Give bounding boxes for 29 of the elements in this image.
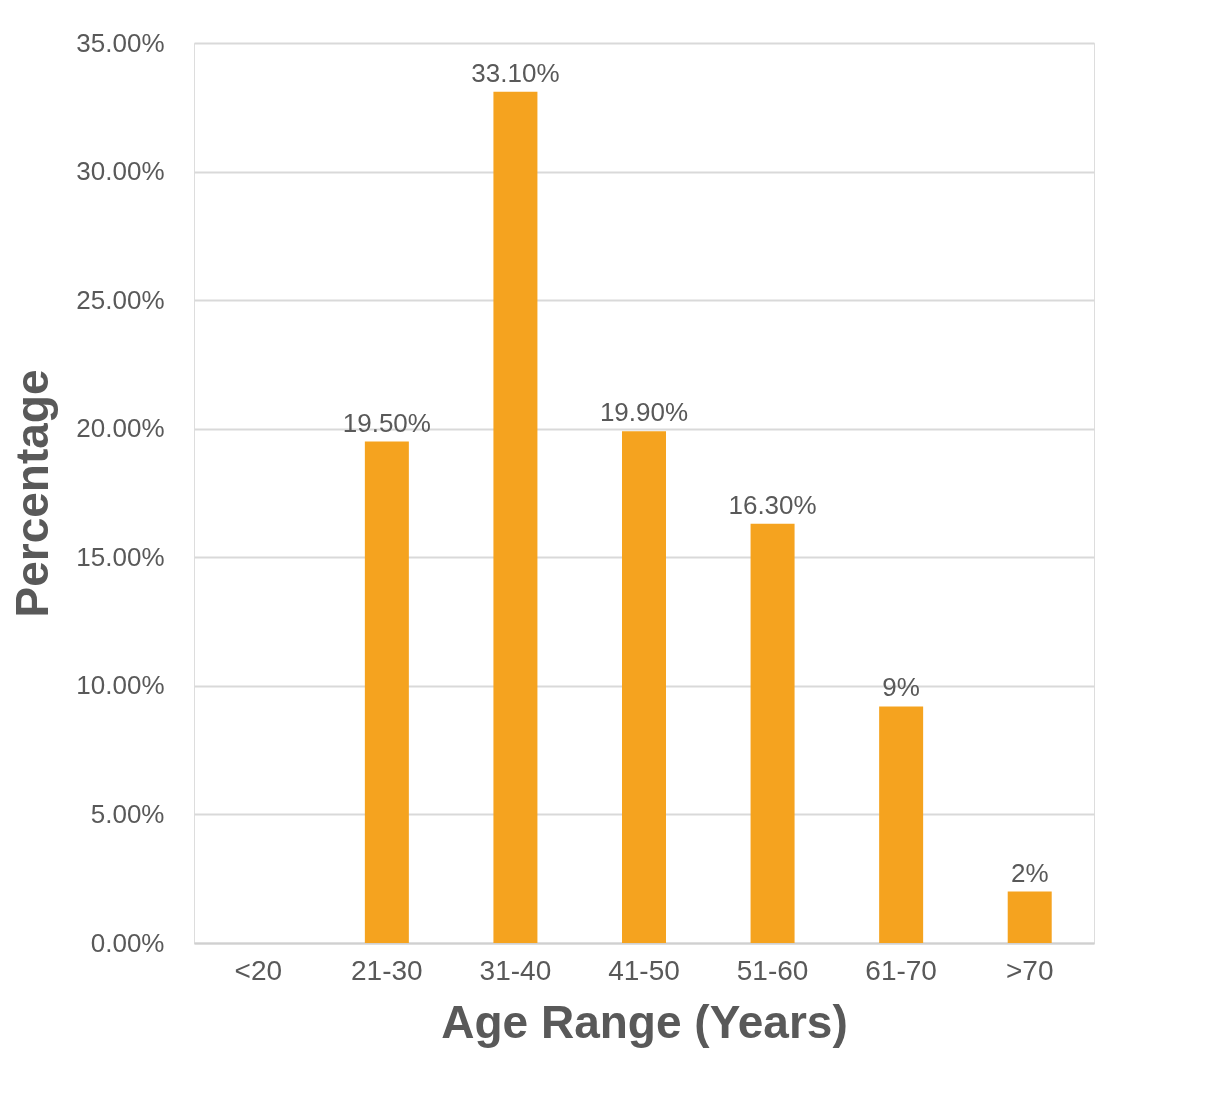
- bar: [879, 706, 924, 943]
- y-tick-label: 10.00%: [76, 670, 165, 701]
- x-tick-label: 21-30: [351, 954, 423, 986]
- bar: [750, 523, 795, 943]
- y-tick-label: 30.00%: [76, 156, 165, 187]
- x-tick-label: 41-50: [608, 954, 680, 986]
- x-tick-label: 61-70: [865, 954, 937, 986]
- y-tick-label: 35.00%: [76, 27, 165, 58]
- bar: [493, 91, 538, 943]
- bar: [1007, 891, 1052, 943]
- bar: [364, 441, 409, 943]
- data-label: 19.50%: [342, 407, 431, 438]
- y-tick-label: 15.00%: [76, 541, 165, 572]
- data-label: 19.90%: [599, 397, 689, 428]
- y-axis-title: Percentage: [6, 369, 59, 618]
- y-tick-label: 0.00%: [90, 927, 165, 958]
- x-tick-label: 31-40: [479, 954, 552, 986]
- data-label: 9%: [882, 672, 920, 703]
- data-label: 2%: [1010, 857, 1049, 888]
- y-tick-label: 5.00%: [90, 798, 165, 829]
- data-label: 16.30%: [728, 489, 817, 520]
- x-tick-label: 51-60: [736, 954, 809, 986]
- bar: [622, 431, 666, 943]
- y-tick-label: 25.00%: [76, 284, 165, 315]
- x-tick-label: <20: [234, 954, 283, 986]
- y-tick-label: 20.00%: [76, 413, 165, 444]
- x-tick-label: >70: [1005, 954, 1054, 986]
- data-label: 33.10%: [471, 57, 560, 88]
- x-axis-title: Age Range (Years): [441, 995, 848, 1048]
